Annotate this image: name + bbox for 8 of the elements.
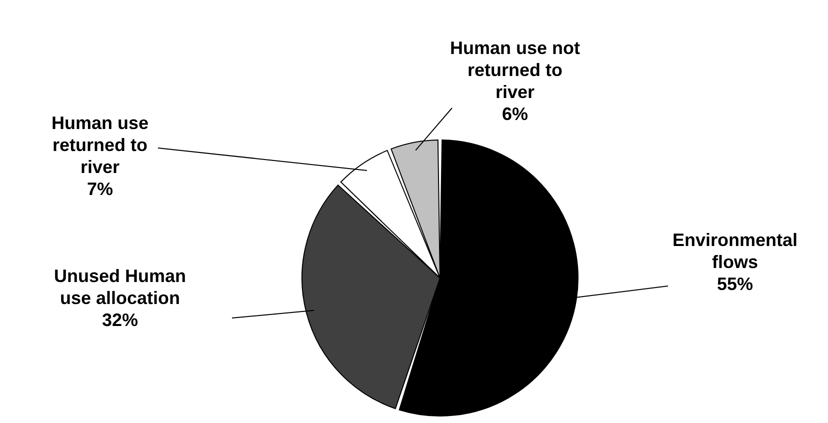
- data-label: 32%: [102, 310, 138, 330]
- slice-label: Unused Human use allocation: [54, 266, 186, 308]
- data-label: 7%: [86, 179, 114, 199]
- slice-label: Human use returned to river: [51, 113, 149, 177]
- slice-label: Environmental flows: [672, 230, 798, 272]
- data-label: 55%: [716, 274, 754, 294]
- data-label: 6%: [502, 104, 528, 124]
- slice-label: Human use not returned to river: [450, 38, 580, 102]
